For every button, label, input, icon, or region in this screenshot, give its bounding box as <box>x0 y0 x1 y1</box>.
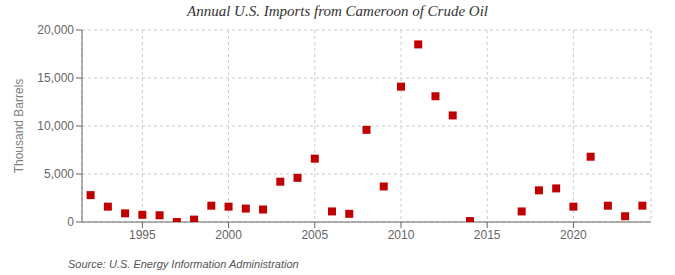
svg-text:2000: 2000 <box>215 228 242 242</box>
svg-text:5,000: 5,000 <box>44 167 74 181</box>
svg-text:0: 0 <box>67 215 74 229</box>
html-text:Source: U.S. Energy Informatio: Source: U.S. Energy Information Administ… <box>68 258 299 270</box>
svg-text:2020: 2020 <box>560 228 587 242</box>
svg-text:15,000: 15,000 <box>37 71 74 85</box>
svg-text:10,000: 10,000 <box>37 119 74 133</box>
html-text:Annual U.S. Imports from Camer: Annual U.S. Imports from Cameroon of Cru… <box>187 3 488 19</box>
svg-text:20,000: 20,000 <box>37 23 74 37</box>
svg-text:2005: 2005 <box>301 228 328 242</box>
svg-text:2010: 2010 <box>388 228 415 242</box>
svg-text:Thousand Barrels: Thousand Barrels <box>12 79 26 174</box>
svg-text:1995: 1995 <box>129 228 156 242</box>
svg-text:2015: 2015 <box>474 228 501 242</box>
